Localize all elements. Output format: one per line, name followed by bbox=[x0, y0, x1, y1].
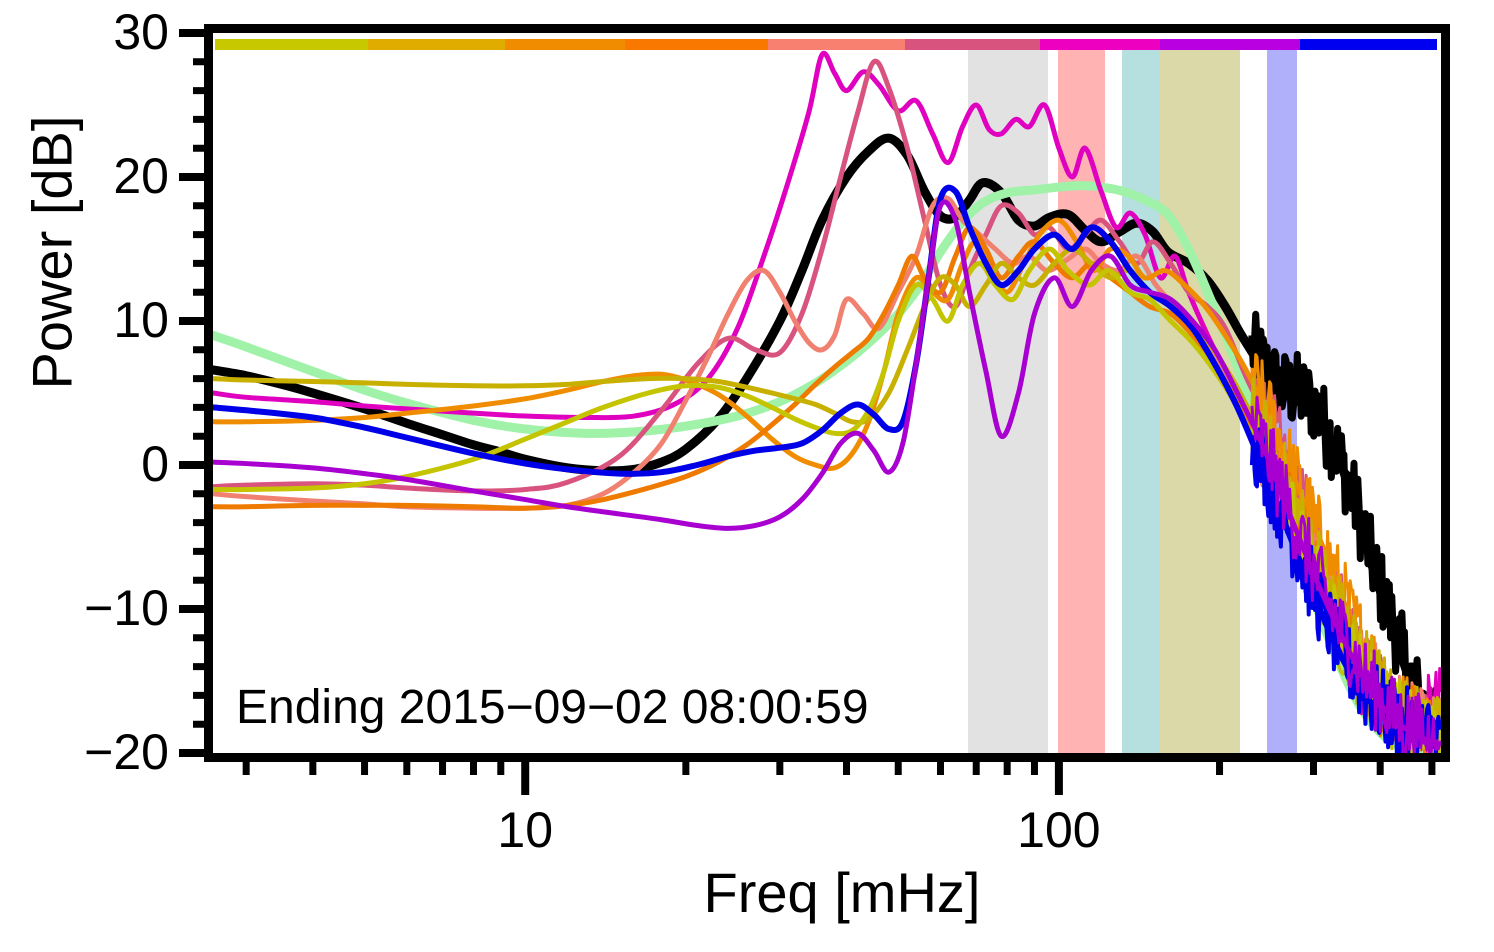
band-khaki bbox=[1160, 47, 1240, 753]
y-tick-label-30: 30 bbox=[113, 4, 169, 60]
curve-trace-olive bbox=[213, 246, 1435, 746]
colorbar-seg-4 bbox=[625, 39, 768, 50]
plot-border bbox=[204, 24, 1450, 762]
x-axis-ticks bbox=[242, 753, 1436, 795]
x-axis-label: Freq [mHz] bbox=[703, 861, 981, 924]
colorbar-seg-7 bbox=[1040, 39, 1160, 50]
x-tick-label-10: 10 bbox=[497, 802, 554, 858]
curve-trace-blue bbox=[213, 184, 1438, 745]
y-axis-label: Power [dB] bbox=[20, 115, 84, 390]
curve-trace-orange-2 bbox=[213, 224, 1435, 744]
ending-timestamp-annotation: Ending 2015−09−02 08:00:59 bbox=[236, 681, 869, 734]
y-tick-label-0: 0 bbox=[141, 436, 169, 492]
y-tick-label--20: −20 bbox=[84, 724, 169, 780]
y-axis-ticks bbox=[179, 29, 213, 757]
colorbar-seg-5 bbox=[768, 39, 905, 50]
colorbar-seg-1 bbox=[215, 39, 368, 50]
x-tick-label-100: 100 bbox=[1017, 802, 1101, 858]
colorbar-seg-2 bbox=[368, 39, 505, 50]
curve-trace-salmon bbox=[213, 194, 1435, 742]
band-teal bbox=[1122, 47, 1160, 753]
curve-tail-mean-spectrum bbox=[1248, 310, 1441, 753]
axis-frame bbox=[204, 24, 1450, 762]
y-tick-label-10: 10 bbox=[113, 292, 169, 348]
colorbar-seg-3 bbox=[505, 39, 625, 50]
colorbar-seg-9 bbox=[1300, 39, 1437, 50]
colorbar-seg-8 bbox=[1160, 39, 1300, 50]
y-tick-label-20: 20 bbox=[113, 148, 169, 204]
colorbar bbox=[215, 39, 1437, 50]
curve-tail-trace-purple bbox=[1250, 395, 1441, 753]
band-gray bbox=[968, 47, 1048, 753]
curve-trace-darkyellow-1 bbox=[213, 246, 1435, 742]
y-tick-label--10: −10 bbox=[84, 580, 169, 636]
data-curves bbox=[213, 50, 1441, 753]
curve-trace-purple bbox=[213, 199, 1437, 746]
colorbar-seg-6 bbox=[905, 39, 1040, 50]
